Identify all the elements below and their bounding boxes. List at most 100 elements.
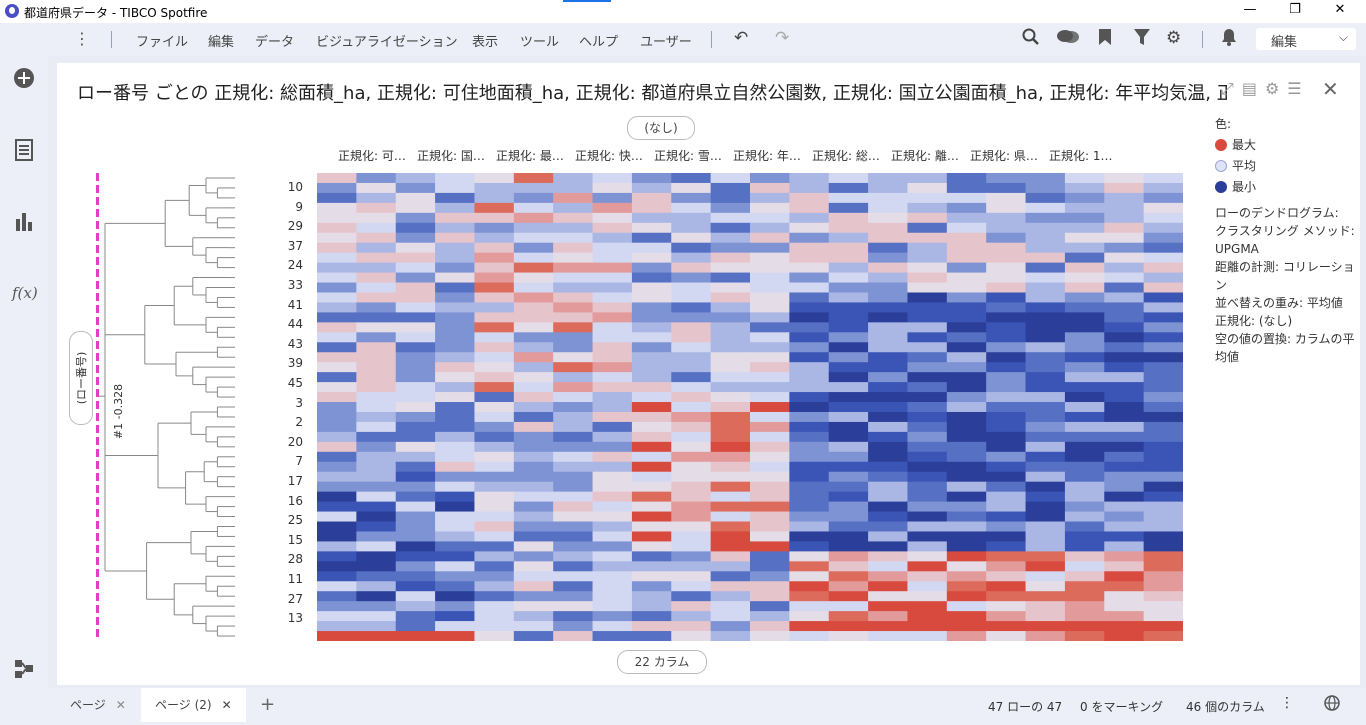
heatmap-cell[interactable] xyxy=(356,421,397,433)
heatmap-cell[interactable] xyxy=(710,471,751,483)
heatmap-cell[interactable] xyxy=(946,591,987,602)
heatmap-cell[interactable] xyxy=(513,302,554,313)
heatmap-cell[interactable] xyxy=(553,362,594,373)
heatmap-cell[interactable] xyxy=(868,362,908,373)
heatmap-cell[interactable] xyxy=(474,312,515,323)
heatmap-cell[interactable] xyxy=(1064,511,1105,523)
heatmap-cell[interactable] xyxy=(553,332,594,343)
heatmap-cell[interactable] xyxy=(317,232,357,244)
heatmap-cell[interactable] xyxy=(1104,192,1145,204)
heatmap-cell[interactable] xyxy=(986,491,1027,503)
heatmap-cell[interactable] xyxy=(1064,182,1105,194)
heatmap-cell[interactable] xyxy=(710,302,751,313)
heatmap-cell[interactable] xyxy=(750,332,790,343)
heatmap-cell[interactable] xyxy=(828,411,869,423)
column-header[interactable]: 正規化: 県… xyxy=(970,149,1038,163)
heatmap-cell[interactable] xyxy=(513,342,554,353)
heatmap-cell[interactable] xyxy=(592,541,633,552)
heatmap-cell[interactable] xyxy=(1104,431,1145,443)
heatmap-cell[interactable] xyxy=(631,611,672,622)
heatmap-cell[interactable] xyxy=(710,581,751,592)
heatmap-cell[interactable] xyxy=(907,372,948,383)
heatmap-cell[interactable] xyxy=(1025,262,1066,274)
heatmap-cell[interactable] xyxy=(1143,392,1183,403)
heatmap-cell[interactable] xyxy=(317,561,357,572)
heatmap-cell[interactable] xyxy=(986,451,1027,463)
heatmap-cell[interactable] xyxy=(750,242,790,254)
heatmap-cell[interactable] xyxy=(868,441,908,453)
heatmap-cell[interactable] xyxy=(986,411,1027,423)
heatmap-cell[interactable] xyxy=(671,382,712,393)
heatmap-cell[interactable] xyxy=(474,252,515,264)
heatmap-cell[interactable] xyxy=(435,402,475,413)
heatmap-cell[interactable] xyxy=(986,461,1027,473)
heatmap-cell[interactable] xyxy=(986,362,1027,373)
heatmap-cell[interactable] xyxy=(671,431,712,443)
heatmap-cell[interactable] xyxy=(395,611,436,622)
heatmap-cell[interactable] xyxy=(513,382,554,393)
heatmap-cell[interactable] xyxy=(1025,272,1066,284)
heatmap-cell[interactable] xyxy=(553,421,594,433)
heatmap-cell[interactable] xyxy=(907,511,948,523)
heatmap-cell[interactable] xyxy=(1064,571,1105,582)
heatmap-cell[interactable] xyxy=(435,192,475,204)
tab-page-2[interactable]: ページ (2) ✕ xyxy=(141,688,246,722)
heatmap-cell[interactable] xyxy=(907,411,948,423)
heatmap-cell[interactable] xyxy=(868,481,908,493)
heatmap-cell[interactable] xyxy=(789,441,830,453)
heatmap-cell[interactable] xyxy=(553,551,594,562)
heatmap-cell[interactable] xyxy=(435,252,475,264)
heatmap-cell[interactable] xyxy=(553,222,594,234)
heatmap-cell[interactable] xyxy=(356,511,397,523)
mode-select[interactable]: 編集 ⌵ xyxy=(1256,28,1356,50)
heatmap-cell[interactable] xyxy=(828,242,869,254)
heatmap-cell[interactable] xyxy=(946,202,987,214)
heatmap-cell[interactable] xyxy=(1025,222,1066,234)
heatmap-cell[interactable] xyxy=(1143,352,1183,363)
heatmap-cell[interactable] xyxy=(907,431,948,443)
heatmap-cell[interactable] xyxy=(553,382,594,393)
heatmap-cell[interactable] xyxy=(631,531,672,542)
heatmap-cell[interactable] xyxy=(671,451,712,463)
heatmap-cell[interactable] xyxy=(317,451,357,463)
heatmap-cell[interactable] xyxy=(868,521,908,532)
heatmap-cell[interactable] xyxy=(474,561,515,572)
heatmap-cell[interactable] xyxy=(1143,561,1183,572)
heatmap-cell[interactable] xyxy=(317,501,357,513)
add-icon[interactable] xyxy=(12,67,36,91)
heatmap-cell[interactable] xyxy=(789,601,830,612)
heatmap-cell[interactable] xyxy=(1064,491,1105,503)
heatmap-cell[interactable] xyxy=(710,421,751,433)
heatmap-cell[interactable] xyxy=(356,521,397,532)
heatmap-cell[interactable] xyxy=(474,531,515,542)
heatmap-cell[interactable] xyxy=(1025,402,1066,413)
heatmap-cell[interactable] xyxy=(631,202,672,214)
heatmap-cell[interactable] xyxy=(986,481,1027,493)
heatmap-cell[interactable] xyxy=(474,461,515,473)
heatmap-cell[interactable] xyxy=(1025,561,1066,572)
heatmap-cell[interactable] xyxy=(356,322,397,333)
column-header[interactable]: 正規化: 総… xyxy=(812,149,880,163)
heatmap-cell[interactable] xyxy=(1025,471,1066,483)
heatmap-cell[interactable] xyxy=(631,382,672,393)
heatmap-cell[interactable] xyxy=(789,521,830,532)
heatmap-cell[interactable] xyxy=(710,541,751,552)
heatmap-cell[interactable] xyxy=(631,581,672,592)
heatmap-cell[interactable] xyxy=(986,352,1027,363)
heatmap-cell[interactable] xyxy=(1143,421,1183,433)
heatmap-cell[interactable] xyxy=(710,621,751,632)
heatmap-cell[interactable] xyxy=(710,182,751,194)
heatmap-cell[interactable] xyxy=(1025,501,1066,513)
heatmap-cell[interactable] xyxy=(513,192,554,204)
heatmap-cell[interactable] xyxy=(1064,431,1105,443)
heatmap-cell[interactable] xyxy=(868,541,908,552)
heatmap-cell[interactable] xyxy=(513,491,554,503)
heatmap-cell[interactable] xyxy=(395,441,436,453)
heatmap-cell[interactable] xyxy=(513,591,554,602)
heatmap-cell[interactable] xyxy=(828,392,869,403)
heatmap-cell[interactable] xyxy=(710,431,751,443)
heatmap-cell[interactable] xyxy=(592,222,633,234)
heatmap-cell[interactable] xyxy=(356,222,397,234)
heatmap-cell[interactable] xyxy=(592,292,633,303)
heatmap-cell[interactable] xyxy=(513,441,554,453)
